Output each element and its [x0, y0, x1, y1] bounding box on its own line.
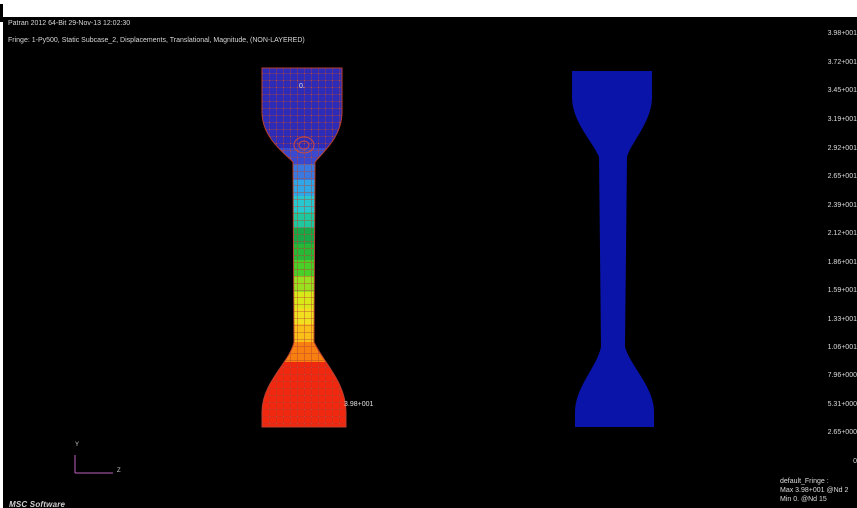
scale-tick: 2.92+001 — [827, 145, 857, 152]
fringe-title: Fringe: 1-Py500, Static Subcase_2, Displ… — [8, 37, 305, 44]
model-canvas[interactable] — [3, 17, 857, 508]
scale-tick: 3.98+001 — [827, 30, 857, 37]
graphics-viewport[interactable]: Patran 2012 64-Bit 29-Nov-13 12:02:30 Fr… — [3, 17, 857, 508]
axis-y-label: Y — [75, 442, 80, 448]
legend-name: default_Fringe : — [780, 478, 829, 485]
origin-value-label: 0. — [299, 83, 305, 90]
axis-z-label: Z — [117, 468, 121, 474]
top-bar — [0, 0, 857, 17]
max-value-label: 3.98+001 — [344, 401, 374, 408]
legend-max: Max 3.98+001 @Nd 2 — [780, 487, 849, 494]
fringe-legend: default_Fringe : Max 3.98+001 @Nd 2 Min … — [780, 477, 848, 504]
msc-software-logo: MSC Software — [9, 500, 66, 508]
scale-tick: 1.86+001 — [827, 259, 857, 266]
deformed-outline — [261, 67, 347, 428]
scale-tick: 1.59+001 — [827, 287, 857, 294]
window-corner-mark — [0, 4, 3, 22]
scale-tick: 3.72+001 — [827, 59, 857, 66]
scale-tick: 1.33+001 — [827, 316, 857, 323]
scale-tick: 5.31+000 — [827, 401, 857, 408]
scale-tick: 2.39+001 — [827, 202, 857, 209]
scale-tick: 2.65+000 — [827, 429, 857, 436]
scale-tick: 2.12+001 — [827, 230, 857, 237]
scale-tick: 3.45+001 — [827, 87, 857, 94]
scale-tick: 0 — [853, 458, 857, 465]
version-line: Patran 2012 64-Bit 29-Nov-13 12:02:30 — [8, 20, 131, 27]
scale-tick: 2.65+001 — [827, 173, 857, 180]
coordinate-triad — [74, 455, 113, 474]
scale-tick: 1.06+001 — [827, 344, 857, 351]
undeformed-specimen[interactable] — [572, 71, 654, 427]
scale-tick: 3.19+001 — [827, 116, 857, 123]
scale-tick: 7.96+000 — [827, 372, 857, 379]
legend-min: Min 0. @Nd 15 — [780, 496, 827, 503]
